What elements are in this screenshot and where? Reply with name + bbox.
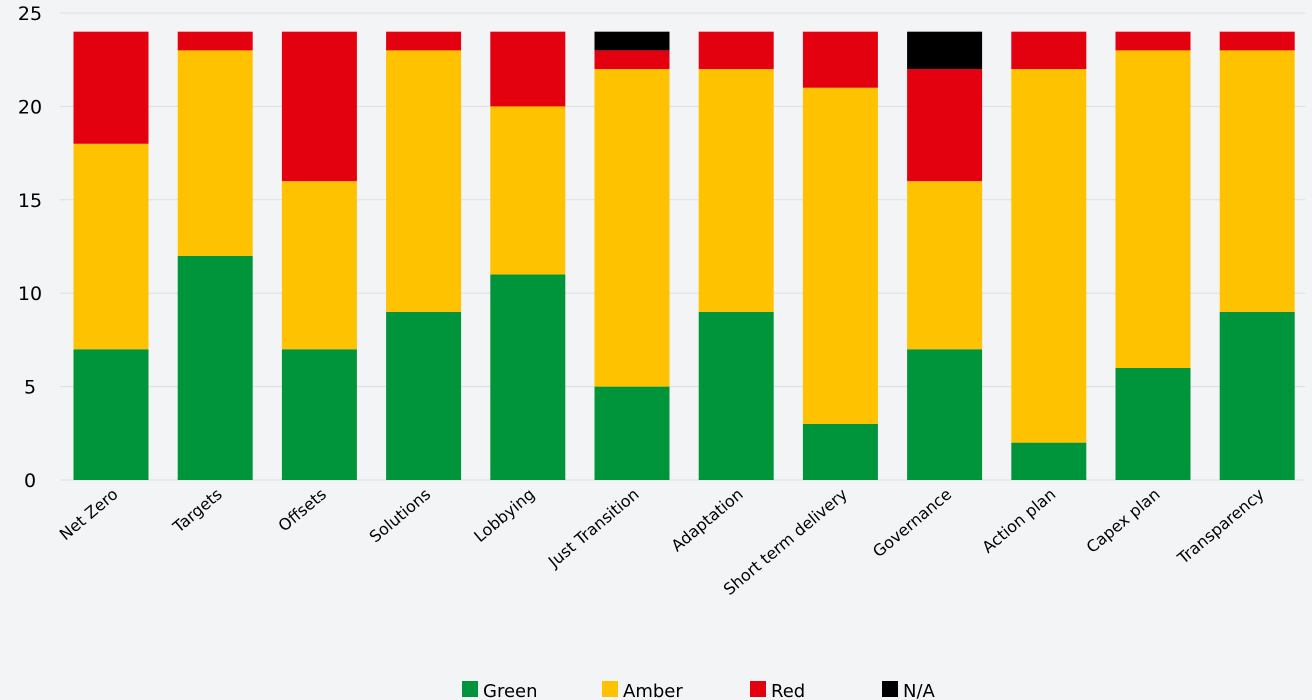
bar-segment-green [698, 311, 774, 480]
bar-segment-amber [802, 87, 878, 424]
bar-segment-amber [594, 69, 670, 387]
legend-swatch-green [462, 681, 478, 697]
bar-segment-green [802, 423, 878, 480]
bar-segment-red [1011, 31, 1087, 70]
bar-segment-red [802, 31, 878, 88]
x-tick-label: Action plan [978, 485, 1059, 557]
bar-segment-green [386, 311, 462, 480]
bar-segment-n-a [594, 31, 670, 51]
bar-segment-green [177, 255, 253, 480]
bar-segment-green [1011, 442, 1087, 480]
x-tick-label: Offsets [275, 485, 330, 536]
bar-segment-red [490, 31, 566, 107]
x-tick-label: Transparency [1173, 485, 1268, 569]
bar-segment-amber [490, 106, 566, 275]
y-axis: 0 5 10 15 20 25 [18, 3, 42, 492]
bar-segment-amber [1115, 50, 1191, 368]
x-tick-label: Capex plan [1083, 485, 1164, 557]
y-tick-label: 10 [18, 283, 42, 305]
legend-label: Green [483, 681, 538, 700]
bar-segment-red [386, 31, 462, 51]
bar-segment-amber [907, 181, 983, 350]
legend-swatch-n-a [882, 681, 898, 697]
bar-segment-red [73, 31, 149, 144]
bar-segment-amber [177, 50, 253, 256]
bar-segment-green [1219, 311, 1295, 480]
bar-segment-green [281, 349, 357, 480]
bar-segment-red [281, 31, 357, 182]
bar-segment-red [907, 69, 983, 182]
legend-swatch-red [750, 681, 766, 697]
gridlines [60, 12, 1305, 481]
legend: Green Amber Red N/A [462, 681, 936, 700]
x-tick-label: Just Transition [544, 485, 643, 572]
bar-segment-green [594, 386, 670, 480]
legend-label: N/A [903, 681, 936, 700]
legend-label: Red [771, 681, 805, 700]
bar-segment-red [177, 31, 253, 51]
bar-segment-amber [386, 50, 462, 312]
y-tick-label: 20 [18, 96, 42, 118]
x-tick-label: Solutions [366, 485, 435, 547]
bar-segment-n-a [907, 31, 983, 70]
bar-segment-amber [281, 181, 357, 350]
x-tick-label: Targets [168, 485, 225, 537]
y-tick-label: 5 [24, 377, 36, 399]
legend-swatch-amber [602, 681, 618, 697]
x-tick-label: Lobbying [470, 485, 538, 546]
bar-segment-red [594, 50, 670, 70]
legend-label: Amber [623, 681, 683, 700]
bar-segment-green [490, 274, 566, 480]
bar-segment-red [698, 31, 774, 70]
bar-segment-amber [73, 143, 149, 350]
x-axis: Net Zero Targets Offsets Solutions Lobbying J… [56, 485, 1268, 599]
y-tick-label: 25 [18, 3, 42, 25]
y-tick-label: 15 [18, 190, 42, 212]
bars [73, 31, 1295, 480]
x-tick-label: Net Zero [56, 485, 122, 545]
x-tick-label: Governance [869, 485, 955, 562]
bar-segment-red [1219, 31, 1295, 51]
bar-segment-green [1115, 367, 1191, 480]
bar-segment-amber [698, 69, 774, 312]
bar-segment-red [1115, 31, 1191, 51]
bar-segment-amber [1011, 69, 1087, 443]
x-tick-label: Adaptation [668, 485, 747, 556]
bar-segment-green [907, 349, 983, 480]
bar-segment-amber [1219, 50, 1295, 312]
bar-segment-green [73, 349, 149, 480]
y-tick-label: 0 [24, 470, 36, 492]
